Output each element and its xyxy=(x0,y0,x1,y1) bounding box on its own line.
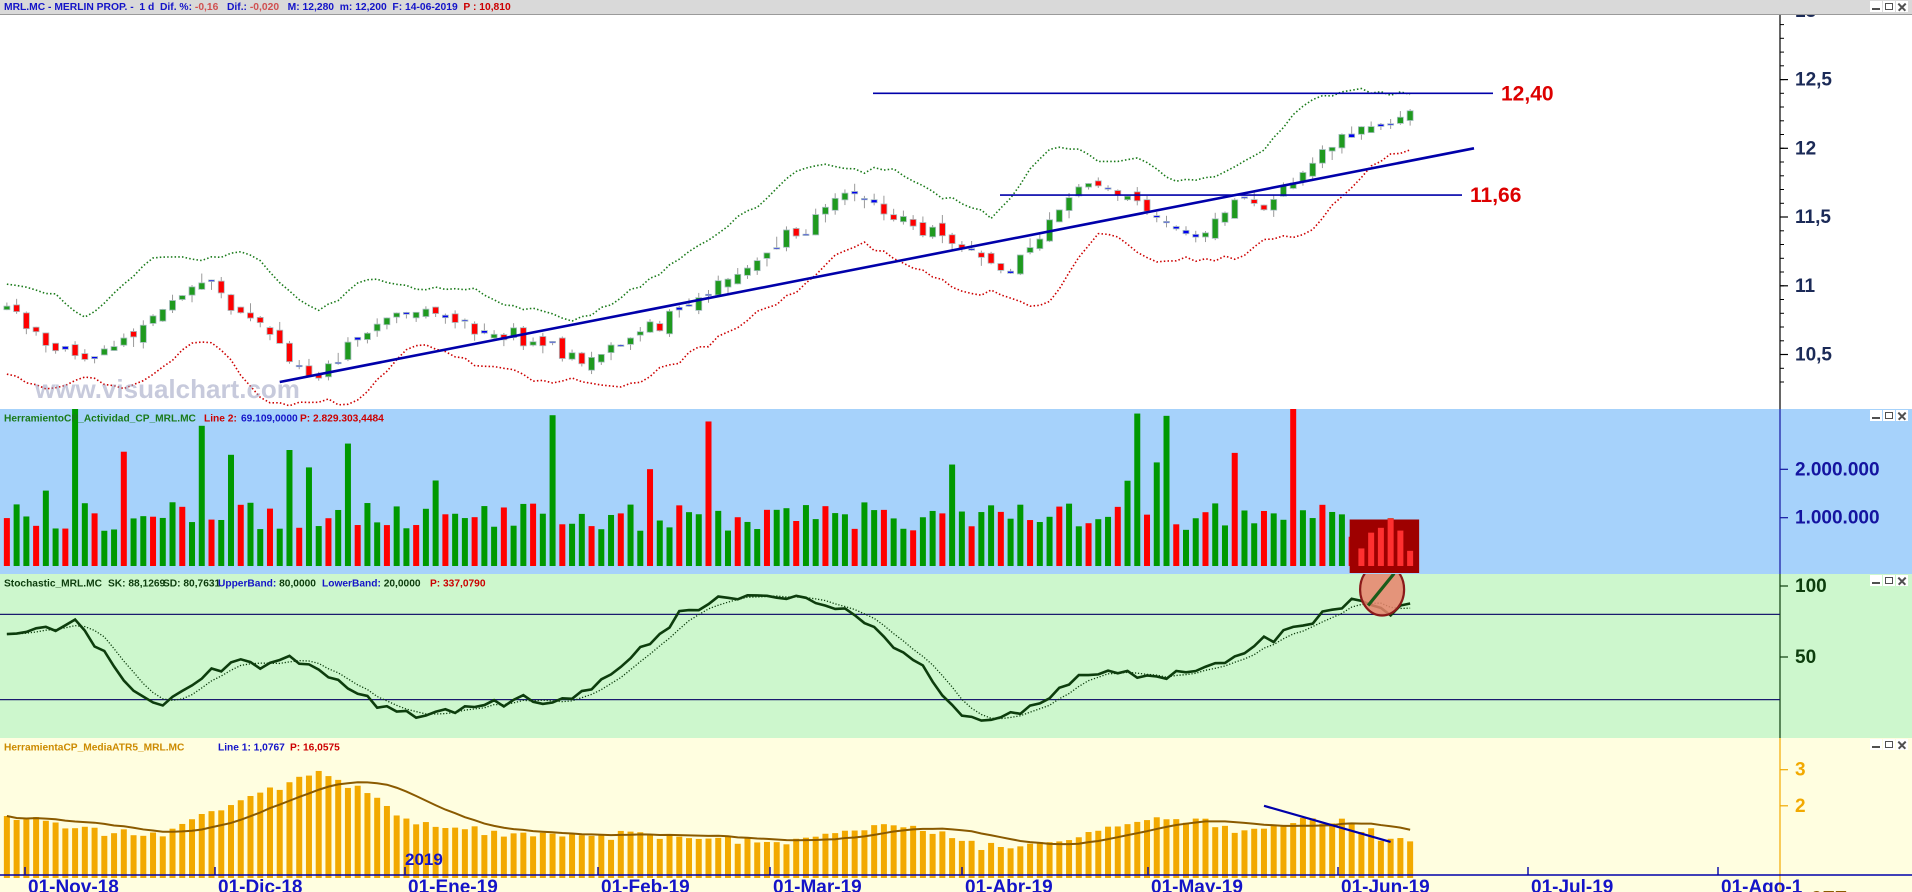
svg-text:01-Dic-18: 01-Dic-18 xyxy=(218,877,303,892)
svg-text:01-Ene-19: 01-Ene-19 xyxy=(408,877,498,892)
svg-text:01-Jul-19: 01-Jul-19 xyxy=(1531,877,1613,892)
svg-text:01-Nov-18: 01-Nov-18 xyxy=(28,877,119,892)
svg-text:100: 100 xyxy=(1795,576,1827,597)
svg-text:12,40: 12,40 xyxy=(1501,82,1554,105)
svg-text:69.109,0000: 69.109,0000 xyxy=(241,414,298,425)
svg-text:www.visualchart.com: www.visualchart.com xyxy=(34,374,300,404)
svg-text:P: 16,0575: P: 16,0575 xyxy=(290,743,340,754)
svg-text:13: 13 xyxy=(1795,15,1816,22)
svg-text:12: 12 xyxy=(1795,138,1816,159)
svg-text:P: 337,0790: P: 337,0790 xyxy=(430,579,486,590)
svg-text:01-Ago-1: 01-Ago-1 xyxy=(1721,877,1803,892)
svg-text:12,5: 12,5 xyxy=(1795,70,1832,91)
svg-text:01-Feb-19: 01-Feb-19 xyxy=(601,877,690,892)
svg-text:HerramientaCP_MediaATR5_MRL.MC: HerramientaCP_MediaATR5_MRL.MC xyxy=(4,743,185,754)
svg-text:P: 2.829.303,4484: P: 2.829.303,4484 xyxy=(300,414,384,425)
svg-text:Stochastic_MRL.MC: Stochastic_MRL.MC xyxy=(4,579,103,590)
svg-text:Line 2:: Line 2: xyxy=(204,414,237,425)
svg-text:01-May-19: 01-May-19 xyxy=(1151,877,1243,892)
svg-text:3: 3 xyxy=(1795,760,1806,781)
svg-text:SD: 80,7631: SD: 80,7631 xyxy=(163,579,221,590)
svg-text:01-Abr-19: 01-Abr-19 xyxy=(965,877,1053,892)
svg-text:2.000.000: 2.000.000 xyxy=(1795,459,1880,480)
svg-text:UpperBand: 80,0000: UpperBand: 80,0000 xyxy=(218,579,316,590)
svg-text:Line 1: 1,0767: Line 1: 1,0767 xyxy=(218,743,285,754)
svg-text:1.000.000: 1.000.000 xyxy=(1795,508,1880,529)
svg-text:LowerBand: 20,0000: LowerBand: 20,0000 xyxy=(322,579,421,590)
svg-text:2: 2 xyxy=(1795,796,1806,817)
svg-text:01-Mar-19: 01-Mar-19 xyxy=(773,877,862,892)
svg-text:01-Jun-19: 01-Jun-19 xyxy=(1341,877,1430,892)
svg-text:2019: 2019 xyxy=(405,850,443,869)
svg-text:11,5: 11,5 xyxy=(1795,207,1831,228)
svg-text:50: 50 xyxy=(1795,647,1816,668)
svg-text:11: 11 xyxy=(1795,276,1816,297)
svg-text:11,66: 11,66 xyxy=(1470,184,1521,207)
svg-text:HerramientoCP_Actividad_CP_MRL: HerramientoCP_Actividad_CP_MRL.MC xyxy=(4,414,197,425)
svg-text:10,5: 10,5 xyxy=(1795,345,1832,366)
svg-text:SK: 88,1269: SK: 88,1269 xyxy=(108,579,166,590)
